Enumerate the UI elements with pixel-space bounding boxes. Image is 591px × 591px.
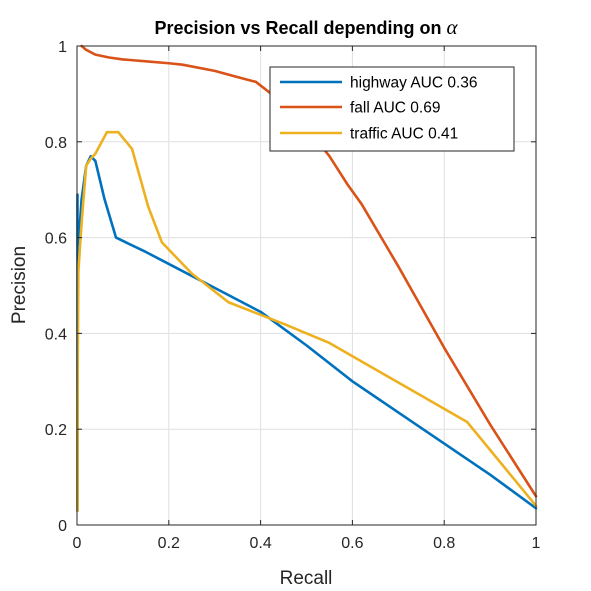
legend-label-fall: fall AUC 0.69: [350, 100, 440, 117]
y-tick-label: 0.2: [45, 422, 67, 439]
series-line-fall: [80, 44, 538, 498]
x-tick-label: 0.2: [158, 535, 180, 552]
legend-label-traffic: traffic AUC 0.41: [350, 126, 458, 143]
y-axis-title: Precision: [9, 246, 30, 324]
x-axis-title: Recall: [280, 568, 333, 589]
y-tick-label: 0.6: [45, 231, 67, 248]
y-tick-label: 0.4: [45, 326, 67, 343]
chart-title-alpha-symbol: α: [447, 15, 459, 39]
x-tick-label: 0.6: [341, 535, 363, 552]
y-tick-label: 1: [58, 39, 67, 56]
x-tick-labels: 0 0.2 0.4 0.6 0.8 1: [73, 535, 541, 552]
axis-ticks: [76, 45, 537, 526]
series-line-traffic: [76, 130, 538, 512]
x-tick-label: 0: [73, 535, 82, 552]
y-tick-label: 0: [58, 518, 67, 535]
legend-label-highway: highway AUC 0.36: [350, 75, 478, 92]
y-tick-label: 0.8: [45, 135, 67, 152]
legend: highway AUC 0.36 fall AUC 0.69 traffic A…: [269, 66, 515, 152]
chart-title-text: Precision vs Recall depending on: [154, 18, 441, 38]
x-tick-label: 0.8: [433, 535, 455, 552]
y-tick-labels: 0 0.2 0.4 0.6 0.8 1: [45, 39, 67, 535]
x-tick-label: 1: [532, 535, 541, 552]
chart-title: Precision vs Recall depending on α: [154, 15, 458, 39]
x-tick-label: 0.4: [249, 535, 271, 552]
